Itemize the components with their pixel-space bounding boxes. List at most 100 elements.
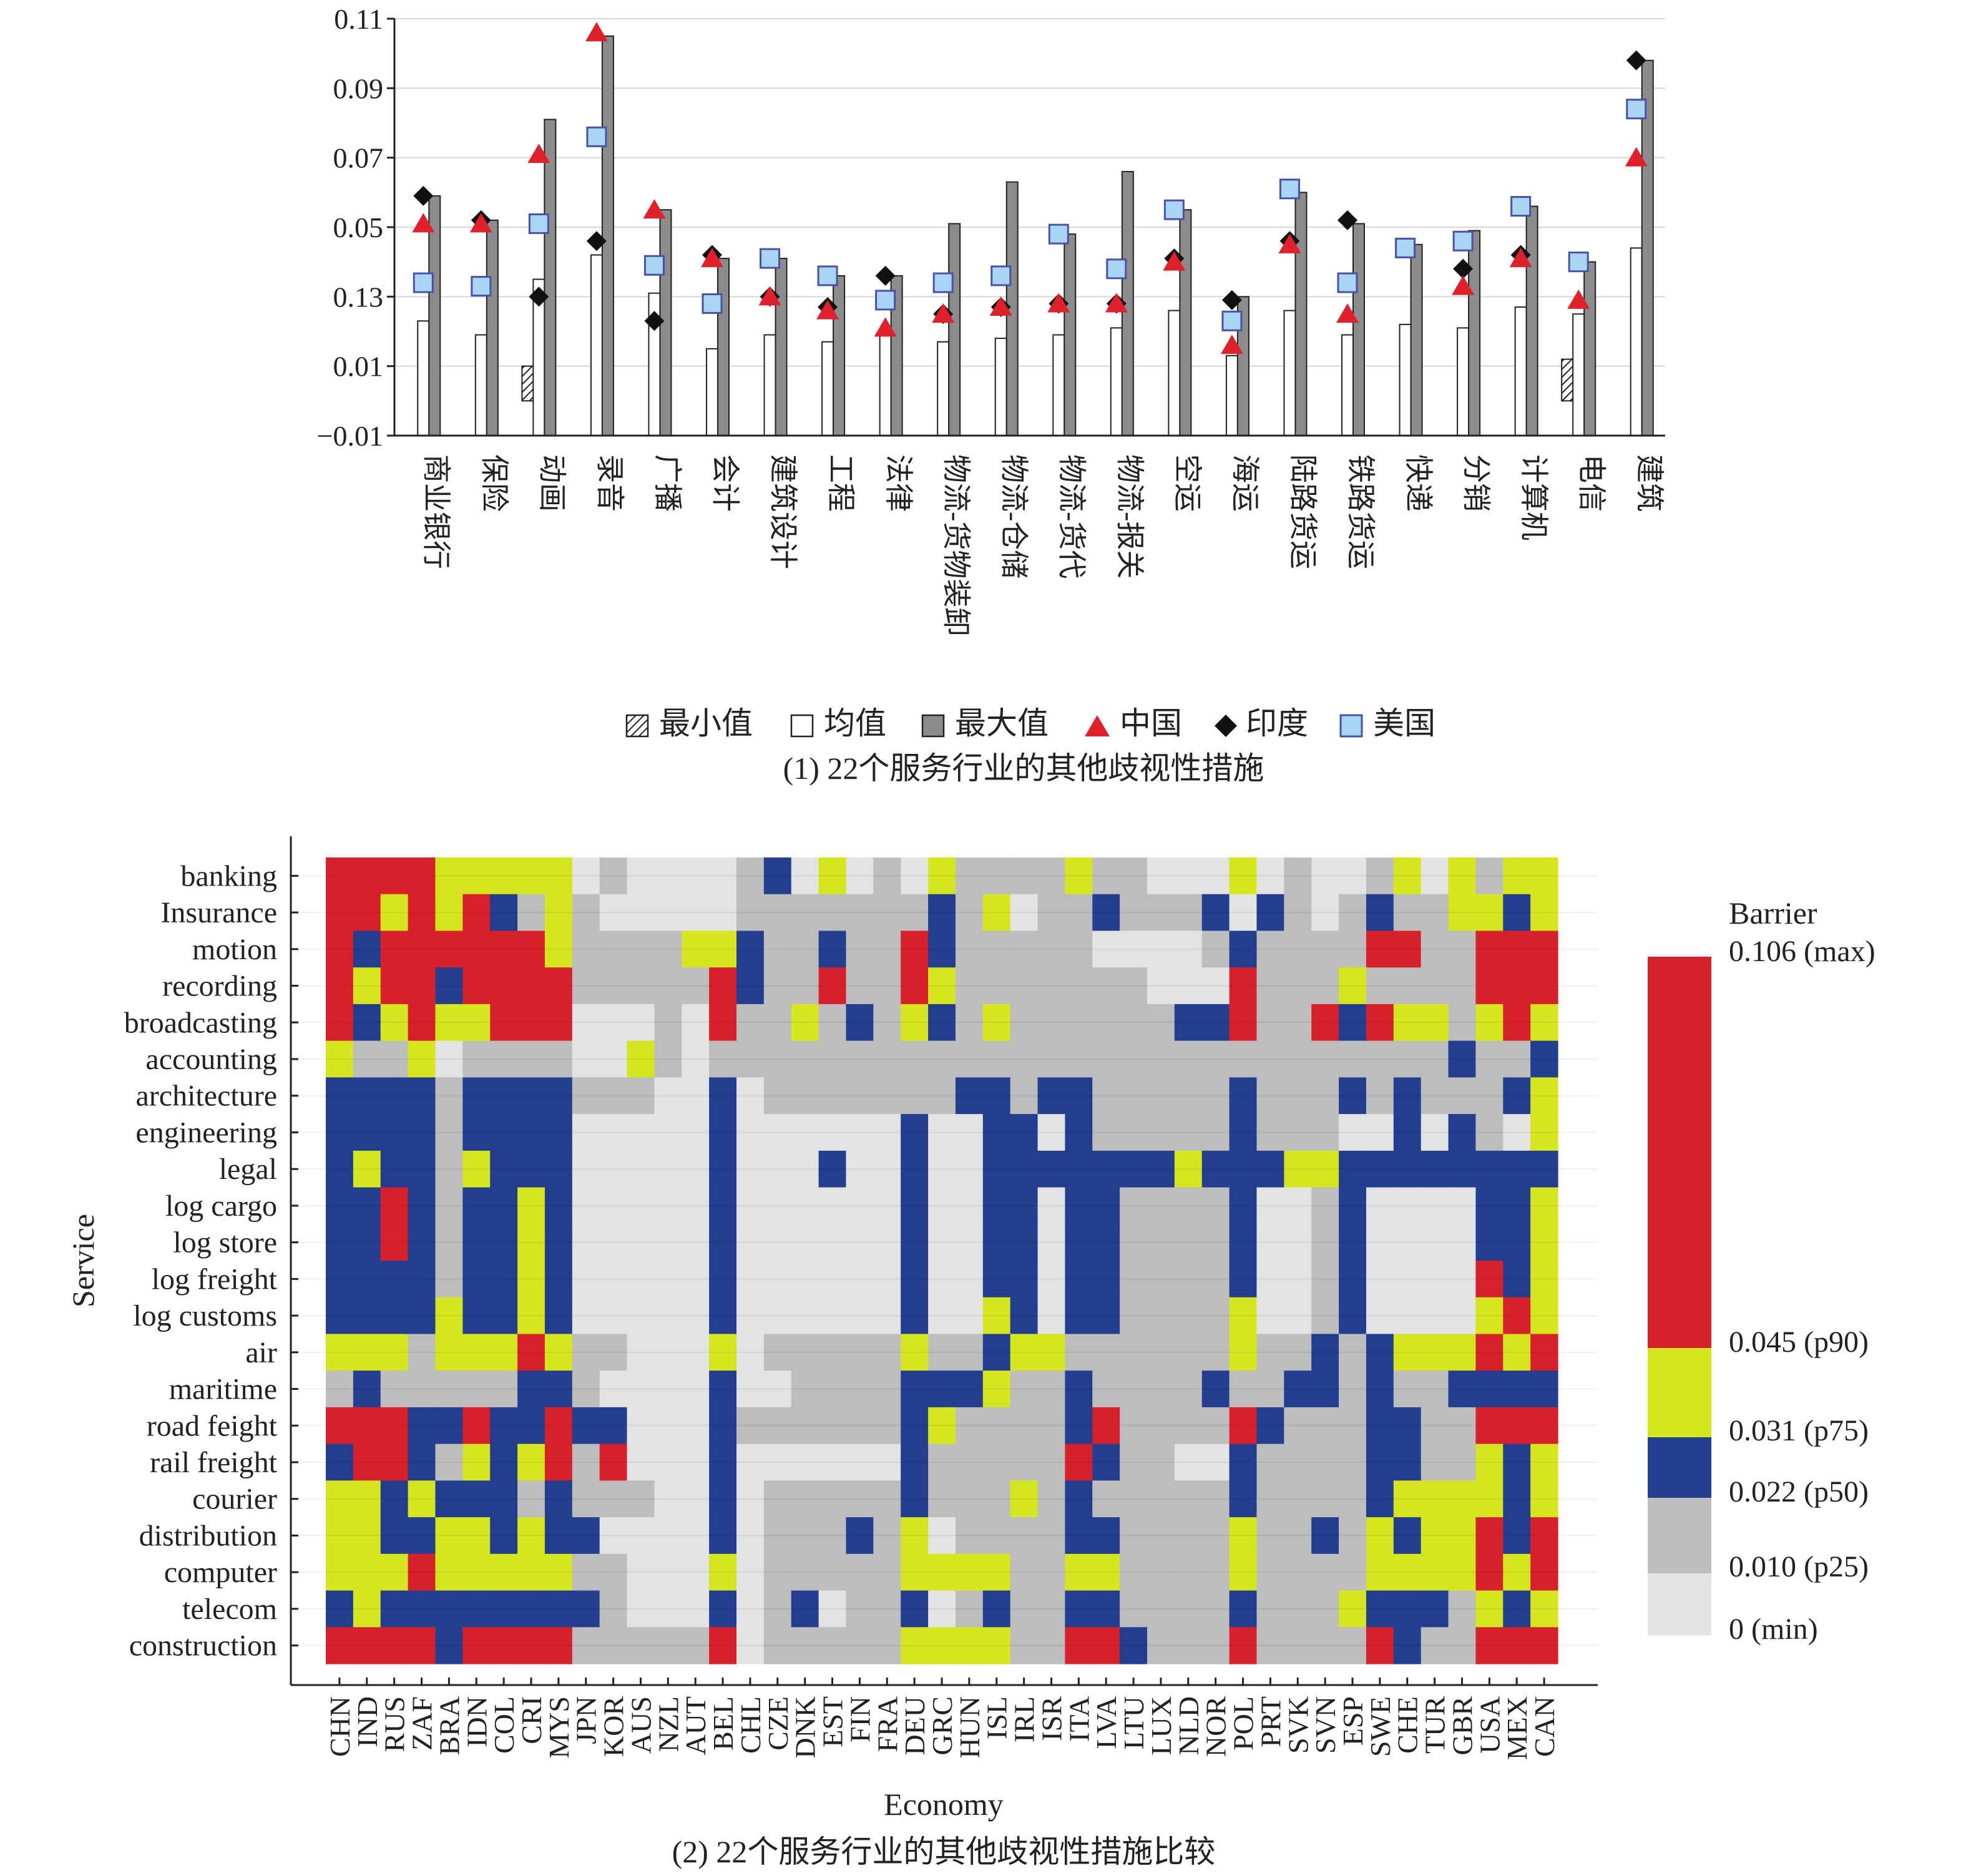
heatmap-cell	[763, 1334, 792, 1371]
heatmap-cell	[1448, 1077, 1476, 1115]
heatmap-cell	[544, 1004, 573, 1042]
heatmap-cell	[1120, 1114, 1148, 1151]
colorbar-label: 0.031 (p75)	[1729, 1414, 1869, 1447]
heatmap-cell	[1421, 1334, 1449, 1371]
heatmap-cell	[1201, 1114, 1230, 1151]
marker-usa	[1395, 237, 1416, 258]
heatmap-cell	[353, 1187, 381, 1224]
heatmap-cell	[490, 931, 518, 968]
heatmap-cell	[763, 1517, 792, 1555]
heatmap-cell	[1256, 1517, 1284, 1555]
heatmap-cell	[1421, 1297, 1449, 1335]
heatmap-cell	[873, 1517, 901, 1555]
heatmap-cell	[818, 1261, 847, 1298]
heatmap-cell	[1421, 1407, 1449, 1445]
x-tick-label: 快递	[1402, 454, 1434, 512]
column-label: IRL	[1009, 1696, 1040, 1742]
heatmap-cell	[928, 1187, 956, 1224]
bar-mean	[1457, 327, 1470, 437]
heatmap-cell	[517, 1224, 545, 1261]
heatmap-cell	[1448, 1187, 1476, 1224]
heatmap-cell	[1010, 1553, 1039, 1591]
heatmap-cell	[982, 967, 1011, 1005]
heatmap-cell	[791, 894, 819, 932]
heatmap-cell	[818, 1334, 847, 1371]
heatmap-cell	[599, 1297, 628, 1335]
heatmap-cell	[1393, 1261, 1422, 1298]
marker-china	[874, 317, 897, 337]
x-tick-label: 建筑	[1633, 454, 1665, 512]
heatmap-cell	[1201, 1297, 1230, 1335]
heatmap-cell	[736, 1334, 765, 1371]
heatmap-cell	[873, 1627, 901, 1664]
heatmap-cell	[1065, 1517, 1093, 1555]
x-tick-label: 保险	[478, 454, 510, 512]
heatmap-cell	[709, 1590, 737, 1628]
heatmap-cell	[1010, 1187, 1039, 1224]
heatmap-cell	[544, 1114, 573, 1151]
heatmap-cell	[1065, 931, 1093, 968]
heatmap-cell	[1530, 1553, 1558, 1591]
heatmap-cell	[490, 894, 518, 932]
column-label: JPN	[570, 1696, 602, 1744]
heatmap-cell	[955, 1553, 984, 1591]
heatmap-cell	[599, 857, 628, 895]
column-label: BEL	[707, 1696, 739, 1751]
colorbar: Barrier 0.106 (max) 0.045 (p90) 0.031 (p75…	[1648, 896, 1876, 1646]
heatmap-cell	[435, 1077, 463, 1115]
heatmap-cell	[462, 894, 491, 932]
heatmap-cell	[599, 1553, 628, 1591]
heatmap-cell	[1503, 1297, 1531, 1335]
heatmap-cell	[1366, 1261, 1394, 1298]
heatmap-cell	[1366, 1040, 1394, 1078]
heatmap-cell	[435, 1407, 463, 1445]
heatmap-cell	[353, 1590, 381, 1628]
heatmap-cell	[763, 1114, 792, 1151]
heatmap-cell	[1201, 1004, 1230, 1042]
heatmap-cell	[1065, 894, 1093, 932]
heatmap-cell	[1174, 1517, 1203, 1555]
heatmap-cell	[435, 1627, 463, 1664]
heatmap-cell	[818, 1517, 847, 1555]
heatmap-cell	[791, 1004, 819, 1042]
heatmap-cell	[544, 1370, 573, 1408]
heatmap-cell	[1037, 894, 1065, 932]
heatmap-cell	[435, 967, 463, 1005]
heatmap-cell	[873, 1261, 901, 1298]
heatmap-cell	[763, 1150, 792, 1188]
heatmap-cell	[408, 1334, 436, 1371]
colorbar-label: 0.106 (max)	[1729, 935, 1876, 968]
heatmap-cell	[709, 1261, 737, 1298]
heatmap-cell	[1201, 1261, 1230, 1298]
heatmap-cell	[490, 1370, 518, 1408]
heatmap-cell	[544, 894, 573, 932]
heatmap-cell	[1010, 1444, 1039, 1481]
legend: 最小值 均值 最大值 中国 印度 美国	[625, 706, 1435, 741]
heatmap-cell	[1448, 1480, 1476, 1518]
heatmap-cell	[490, 1480, 518, 1518]
heatmap-cell	[928, 931, 956, 968]
heatmap-cell	[1256, 1040, 1284, 1078]
heatmap-cell	[1311, 931, 1339, 968]
heatmap-cell	[1530, 894, 1558, 932]
heatmap-cell	[1339, 1040, 1367, 1078]
heatmap-cell	[1421, 894, 1449, 932]
heatmap-cell	[1229, 894, 1258, 932]
heatmap-cell	[490, 1187, 518, 1224]
heatmap-cell	[763, 894, 792, 932]
heatmap-cell	[1421, 1627, 1449, 1664]
heatmap-cell	[326, 967, 354, 1005]
column-label: USA	[1474, 1696, 1505, 1754]
heatmap-cell	[1201, 931, 1230, 968]
heatmap-cell	[1147, 1444, 1175, 1481]
heatmap-cell	[846, 894, 874, 932]
row-label: computer	[164, 1556, 277, 1589]
heatmap-cell	[572, 1480, 600, 1518]
heatmap-cell	[1065, 1077, 1093, 1115]
heatmap-cell	[1421, 857, 1449, 895]
heatmap-cell	[544, 1407, 573, 1445]
column-label: GBR	[1446, 1696, 1478, 1756]
heatmap-cell	[517, 1004, 545, 1042]
heatmap-cell	[982, 1517, 1011, 1555]
heatmap-cell	[982, 857, 1011, 895]
